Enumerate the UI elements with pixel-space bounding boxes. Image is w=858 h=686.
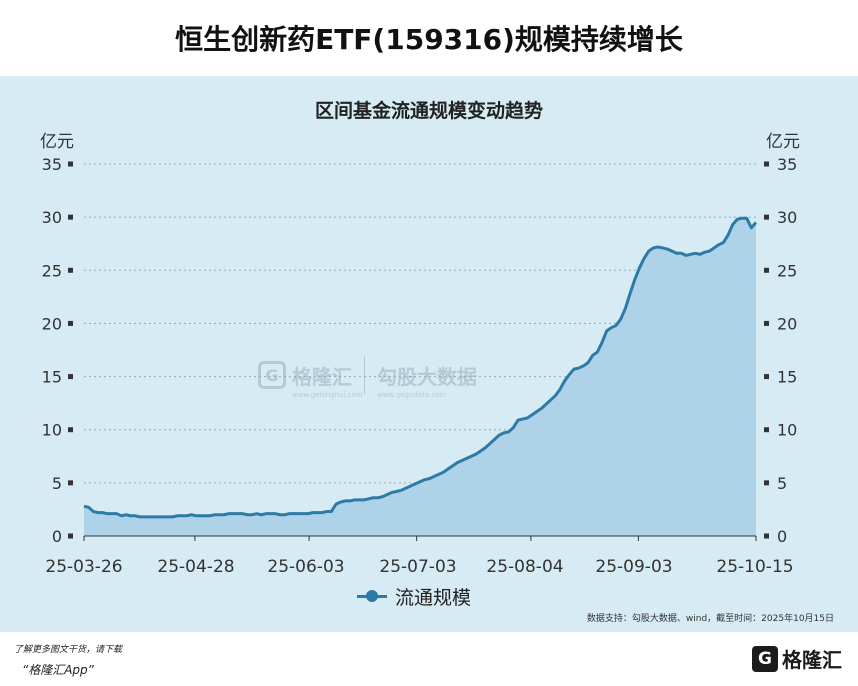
chart-title: 区间基金流通规模变动趋势 xyxy=(314,100,543,122)
y-tick-mark-right xyxy=(764,161,769,167)
y-tick-label-right: 0 xyxy=(777,527,787,546)
y-tick-label-right: 30 xyxy=(777,208,797,227)
x-tick-label: 25-07-03 xyxy=(379,557,456,577)
y-tick-label-right: 35 xyxy=(777,155,797,174)
y-tick-label-left: 5 xyxy=(52,474,62,493)
legend-marker-icon xyxy=(357,584,387,608)
y-tick-mark-left xyxy=(68,320,73,326)
x-tick-label: 25-06-03 xyxy=(267,557,344,577)
footnote-app: “格隆汇App” xyxy=(22,663,94,677)
x-tick-label: 25-09-03 xyxy=(595,557,672,577)
y-tick-mark-right xyxy=(764,480,769,486)
legend-label: 流通规模 xyxy=(395,586,472,609)
y-tick-mark-right xyxy=(764,374,769,380)
y-tick-label-left: 30 xyxy=(42,208,62,227)
y-axis-unit-left: 亿元 xyxy=(40,132,74,152)
y-tick-mark-left xyxy=(68,480,73,486)
y-tick-label-left: 0 xyxy=(52,527,62,546)
y-tick-label-left: 35 xyxy=(42,155,62,174)
y-tick-mark-right xyxy=(764,533,769,539)
y-tick-label-right: 5 xyxy=(777,474,787,493)
y-tick-mark-left xyxy=(68,161,73,167)
brand-name: 格隆汇 xyxy=(782,648,842,672)
y-tick-mark-right xyxy=(764,267,769,273)
y-axis-unit-right: 亿元 xyxy=(766,132,800,152)
y-tick-label-right: 25 xyxy=(777,261,797,280)
series-line xyxy=(83,216,758,519)
x-tick-label: 25-08-04 xyxy=(486,557,563,577)
y-tick-mark-left xyxy=(68,214,73,220)
watermark-url: www.gelonghui.com xyxy=(292,390,363,399)
y-tick-label-left: 20 xyxy=(42,314,62,333)
y-tick-label-left: 10 xyxy=(42,421,62,440)
watermark-logo-icon: G xyxy=(258,361,286,389)
legend: 流通规模 xyxy=(357,584,472,609)
watermark-separator xyxy=(364,356,365,394)
main-title: 恒生创新药ETF(159316)规模持续增长 xyxy=(175,23,683,56)
y-tick-mark-left xyxy=(68,374,73,380)
brand-logo-icon: G xyxy=(752,645,778,672)
x-tick-label: 25-04-28 xyxy=(157,557,234,577)
brand-logo: G 格隆汇 xyxy=(752,644,842,673)
x-tick-label: 25-03-26 xyxy=(45,557,122,577)
y-tick-label-right: 10 xyxy=(777,421,797,440)
y-tick-mark-right xyxy=(764,214,769,220)
y-tick-label-right: 20 xyxy=(777,314,797,333)
y-tick-mark-left xyxy=(68,427,73,433)
series-area xyxy=(84,218,756,536)
x-tick-label: 25-10-15 xyxy=(716,557,793,577)
area-layer xyxy=(83,216,758,536)
footnote: 了解更多图文干货，请下载 xyxy=(14,645,123,655)
y-tick-mark-right xyxy=(764,320,769,326)
y-tick-label-left: 15 xyxy=(42,368,62,387)
watermark-name: 格隆汇 xyxy=(292,364,352,389)
y-tick-mark-right xyxy=(764,427,769,433)
data-source: 数据支持：勾股大数据、wind，截至时间：2025年10月15日 xyxy=(586,614,834,624)
watermark-url-secondary: www.gogudata.com xyxy=(377,390,447,399)
axis-layer: 0 0 5 5 10 10 15 15 20 20 25 25 30 30 35 35 25-03-26 25-0… xyxy=(42,155,798,577)
y-tick-mark-left xyxy=(68,267,73,273)
y-tick-mark-left xyxy=(68,533,73,539)
y-tick-label-left: 25 xyxy=(42,261,62,280)
y-tick-label-right: 15 xyxy=(777,368,797,387)
